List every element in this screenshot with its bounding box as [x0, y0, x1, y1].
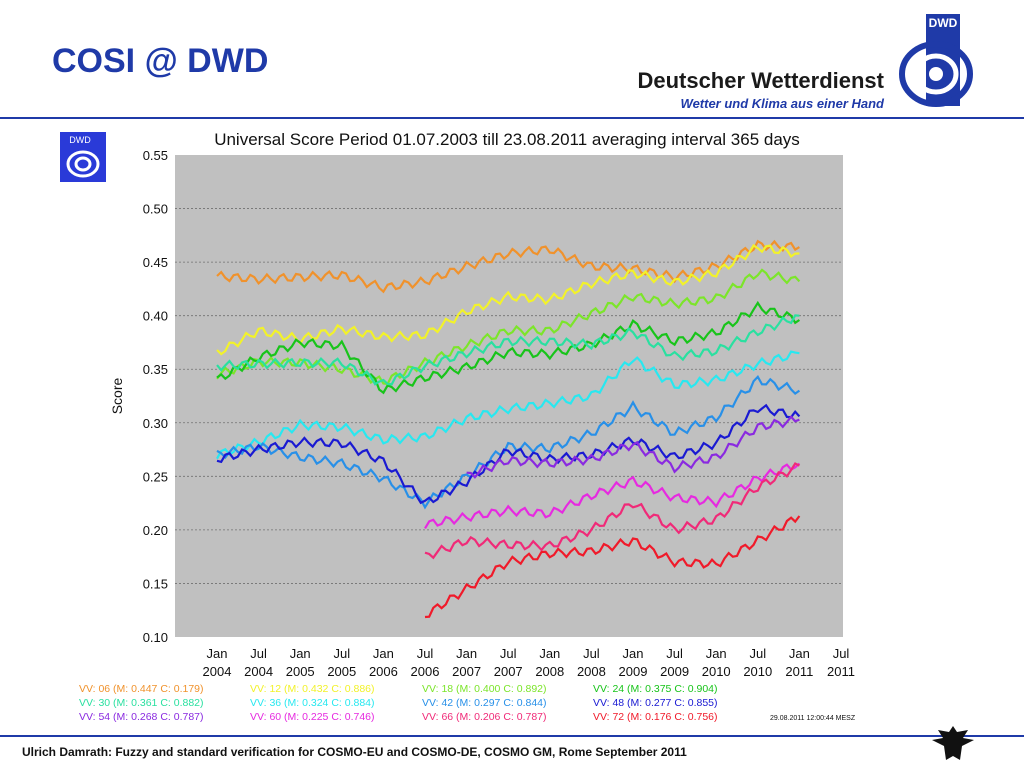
series-line	[216, 350, 800, 460]
grid	[175, 208, 843, 584]
y-tick-label: 0.30	[143, 416, 168, 431]
y-axis-label: Score	[109, 378, 125, 415]
x-tick-year: 2007	[452, 664, 481, 679]
series-line	[216, 300, 801, 395]
legend-entry: VV: 66 (M: 0.206 C: 0.787)	[422, 711, 547, 723]
series-line	[466, 415, 800, 479]
series-line	[216, 314, 800, 386]
footer-divider	[0, 735, 1024, 737]
footer-text: Ulrich Damrath: Fuzzy and standard verif…	[22, 745, 687, 759]
series-line	[216, 243, 800, 356]
y-tick-label: 0.40	[143, 309, 168, 324]
series-line	[424, 462, 801, 529]
x-tick-year: 2006	[411, 664, 440, 679]
y-tick-label: 0.25	[143, 469, 168, 484]
universal-score-chart: Universal Score Period 01.07.2003 till 2…	[79, 130, 856, 723]
legend-entry: VV: 72 (M: 0.176 C: 0.756)	[593, 711, 718, 723]
x-tick-year: 2005	[286, 664, 315, 679]
series-line	[424, 462, 800, 560]
x-tick-month: Jan	[207, 646, 228, 661]
y-tick-label: 0.45	[143, 255, 168, 270]
x-tick-year: 2005	[327, 664, 356, 679]
x-axis: Jan 2004 Jul 2004 Jan 2005 Jul 2005 Jan 2006 Jul 20…	[203, 646, 855, 679]
legend-entry: VV: 36 (M: 0.324 C: 0.884)	[250, 697, 375, 709]
brand-name: Deutscher Wetterdienst	[637, 68, 884, 93]
x-tick-year: 2008	[535, 664, 564, 679]
x-tick-year: 2011	[827, 664, 855, 679]
chart-logo-text: DWD	[69, 135, 91, 145]
legend-entry: VV: 24 (M: 0.375 C: 0.904)	[593, 683, 718, 695]
x-tick-year: 2006	[369, 664, 398, 679]
dwd-logo: DWD	[899, 14, 973, 107]
series-line	[216, 268, 801, 386]
chart-dwd-logo: DWD	[60, 132, 106, 182]
x-tick-month: Jul	[500, 646, 517, 661]
x-tick-month: Jan	[373, 646, 394, 661]
legend-entry: VV: 06 (M: 0.447 C: 0.179)	[79, 683, 204, 695]
x-tick-year: 2004	[203, 664, 232, 679]
x-tick-month: Jul	[250, 646, 267, 661]
y-tick-label: 0.15	[143, 576, 168, 591]
chart-timestamp: 29.08.2011 12:00:44 MESZ	[770, 715, 856, 722]
y-axis: 0.10 0.15 0.20 0.25 0.30 0.35 0.40 0.45 0.50 0.55	[143, 148, 168, 645]
series-line	[216, 239, 800, 294]
x-tick-year: 2004	[244, 664, 273, 679]
legend-entry: VV: 48 (M: 0.277 C: 0.855)	[593, 697, 718, 709]
x-tick-month: Jan	[623, 646, 644, 661]
x-tick-month: Jul	[583, 646, 600, 661]
dwd-logo-text: DWD	[929, 16, 958, 30]
x-tick-month: Jan	[706, 646, 727, 661]
x-tick-month: Jan	[539, 646, 560, 661]
x-tick-month: Jul	[833, 646, 850, 661]
slide-title: COSI @ DWD	[52, 42, 269, 80]
x-tick-year: 2011	[785, 664, 813, 679]
plot-area	[175, 155, 843, 637]
x-tick-year: 2010	[743, 664, 772, 679]
x-tick-month: Jan	[789, 646, 810, 661]
y-tick-label: 0.20	[143, 523, 168, 538]
x-tick-year: 2007	[494, 664, 523, 679]
series	[216, 239, 801, 619]
legend-entry: VV: 12 (M: 0.432 C: 0.886)	[250, 683, 375, 695]
y-tick-label: 0.50	[143, 202, 168, 217]
header-divider	[0, 117, 1024, 119]
legend-entry: VV: 18 (M: 0.400 C: 0.892)	[422, 683, 547, 695]
x-tick-year: 2009	[619, 664, 648, 679]
x-tick-month: Jan	[456, 646, 477, 661]
series-line	[424, 515, 801, 619]
brand-block: Deutscher Wetterdienst Wetter und Klima …	[637, 68, 884, 111]
series-line	[216, 403, 801, 505]
legend-entry: VV: 54 (M: 0.268 C: 0.787)	[79, 711, 204, 723]
federal-eagle-icon	[932, 726, 974, 760]
brand-tagline: Wetter und Klima aus einer Hand	[680, 96, 884, 111]
x-tick-year: 2010	[702, 664, 731, 679]
x-tick-month: Jul	[749, 646, 766, 661]
series-line	[216, 374, 801, 510]
legend-entry: VV: 30 (M: 0.361 C: 0.882)	[79, 697, 204, 709]
legend-entry: VV: 60 (M: 0.225 C: 0.746)	[250, 711, 375, 723]
x-tick-month: Jul	[666, 646, 683, 661]
legend-entry: VV: 42 (M: 0.297 C: 0.844)	[422, 697, 547, 709]
x-tick-year: 2009	[660, 664, 689, 679]
x-tick-month: Jul	[333, 646, 350, 661]
x-tick-month: Jan	[290, 646, 311, 661]
legend: VV: 06 (M: 0.447 C: 0.179) VV: 12 (M: 0.4…	[79, 683, 718, 723]
y-tick-label: 0.35	[143, 362, 168, 377]
x-tick-month: Jul	[417, 646, 434, 661]
y-tick-label: 0.10	[143, 630, 168, 645]
y-tick-label: 0.55	[143, 148, 168, 163]
chart-title: Universal Score Period 01.07.2003 till 2…	[214, 130, 800, 149]
x-tick-year: 2008	[577, 664, 606, 679]
